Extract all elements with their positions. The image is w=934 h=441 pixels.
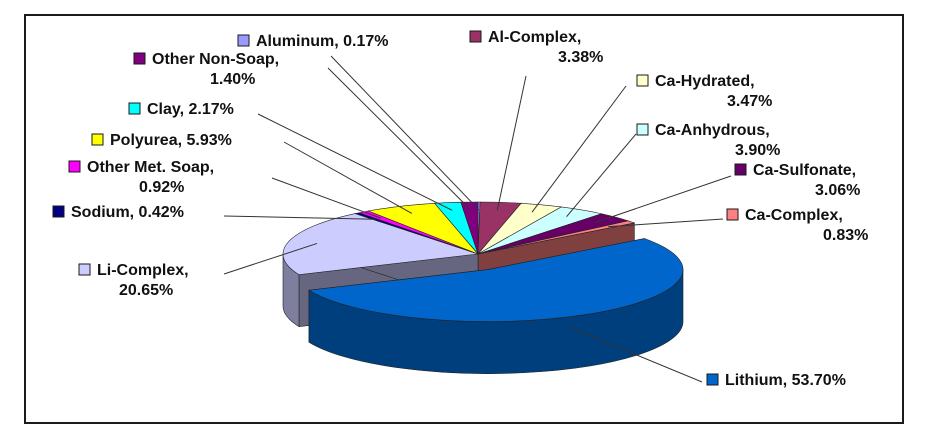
slice-lithium: [308, 238, 684, 322]
chart-frame: Aluminum, 0.17% Al-Complex, 3.38% Ca-Hydrat…: [24, 14, 904, 424]
legend-swatch-li-complex: [78, 263, 91, 276]
leader-line-other-non-soap: [327, 67, 472, 211]
leader-line-sodium: [223, 215, 376, 220]
slice-value-ca-complex: 0.83%: [823, 227, 868, 244]
leader-line-ca-complex: [608, 218, 724, 228]
slice-label-ca-hydrated: Ca-Hydrated,: [655, 73, 755, 90]
slice-value-other-non-soap: 1.40%: [210, 71, 255, 88]
slice-label-al-complex: Al-Complex,: [488, 29, 581, 46]
slice-label-ca-sulfonate: Ca-Sulfonate,: [753, 162, 856, 179]
slice-label-clay: Clay, 2.17%: [147, 101, 234, 118]
legend-swatch-other-non-soap: [133, 52, 146, 65]
legend-swatch-aluminum: [237, 34, 250, 47]
slice-label-lithium: Lithium, 53.70%: [725, 372, 846, 389]
pie-chart: Aluminum, 0.17% Al-Complex, 3.38% Ca-Hydrat…: [52, 29, 868, 389]
legend-swatch-ca-sulfonate: [734, 163, 747, 176]
legend-swatch-ca-complex: [726, 208, 739, 221]
slice-label-other-non-soap: Other Non-Soap,: [152, 51, 279, 68]
legend-swatch-polyurea: [91, 133, 104, 146]
leader-line-ca-sulfonate: [594, 175, 732, 224]
leader-line-clay: [257, 113, 453, 211]
legend-swatch-al-complex: [469, 30, 482, 43]
leader-line-al-complex: [496, 75, 527, 211]
pie-tops: [282, 201, 684, 322]
slice-label-polyurea: Polyurea, 5.93%: [110, 132, 232, 149]
leader-lines: [223, 55, 732, 383]
legend-swatch-other-met-soap: [68, 160, 81, 173]
slice-label-sodium: Sodium, 0.42%: [71, 204, 184, 221]
legend-swatch-sodium: [52, 205, 65, 218]
leader-line-lithium: [570, 327, 703, 383]
slice-label-aluminum: Aluminum, 0.17%: [256, 33, 388, 50]
legend-swatch-lithium: [706, 373, 719, 386]
leader-line-aluminum: [330, 55, 480, 211]
leader-line-ca-anhydrous: [566, 133, 637, 217]
leader-line-polyurea: [283, 141, 413, 214]
slice-value-ca-anhydrous: 3.90%: [735, 142, 780, 159]
leader-line-other-met-soap: [271, 177, 382, 219]
slice-labels: Aluminum, 0.17% Al-Complex, 3.38% Ca-Hydrat…: [52, 29, 868, 389]
slice-label-li-complex: Li-Complex,: [97, 262, 189, 279]
legend-swatch-ca-hydrated: [636, 74, 649, 87]
slice-label-ca-anhydrous: Ca-Anhydrous,: [655, 122, 770, 139]
slice-label-other-met-soap: Other Met. Soap,: [87, 159, 214, 176]
slice-value-al-complex: 3.38%: [558, 49, 603, 66]
slice-ca-complex: [477, 220, 636, 255]
legend-swatch-ca-anhydrous: [636, 123, 649, 136]
legend-swatch-clay: [128, 102, 141, 115]
leader-line-ca-hydrated: [531, 85, 627, 213]
slice-label-ca-complex: Ca-Complex,: [745, 207, 843, 224]
slice-other-non-soap: [460, 201, 479, 255]
slice-value-other-met-soap: 0.92%: [139, 179, 184, 196]
slice-value-ca-sulfonate: 3.06%: [815, 182, 860, 199]
slice-value-ca-hydrated: 3.47%: [727, 93, 772, 110]
slice-value-li-complex: 20.65%: [119, 282, 173, 299]
leader-line-li-complex: [223, 242, 318, 275]
